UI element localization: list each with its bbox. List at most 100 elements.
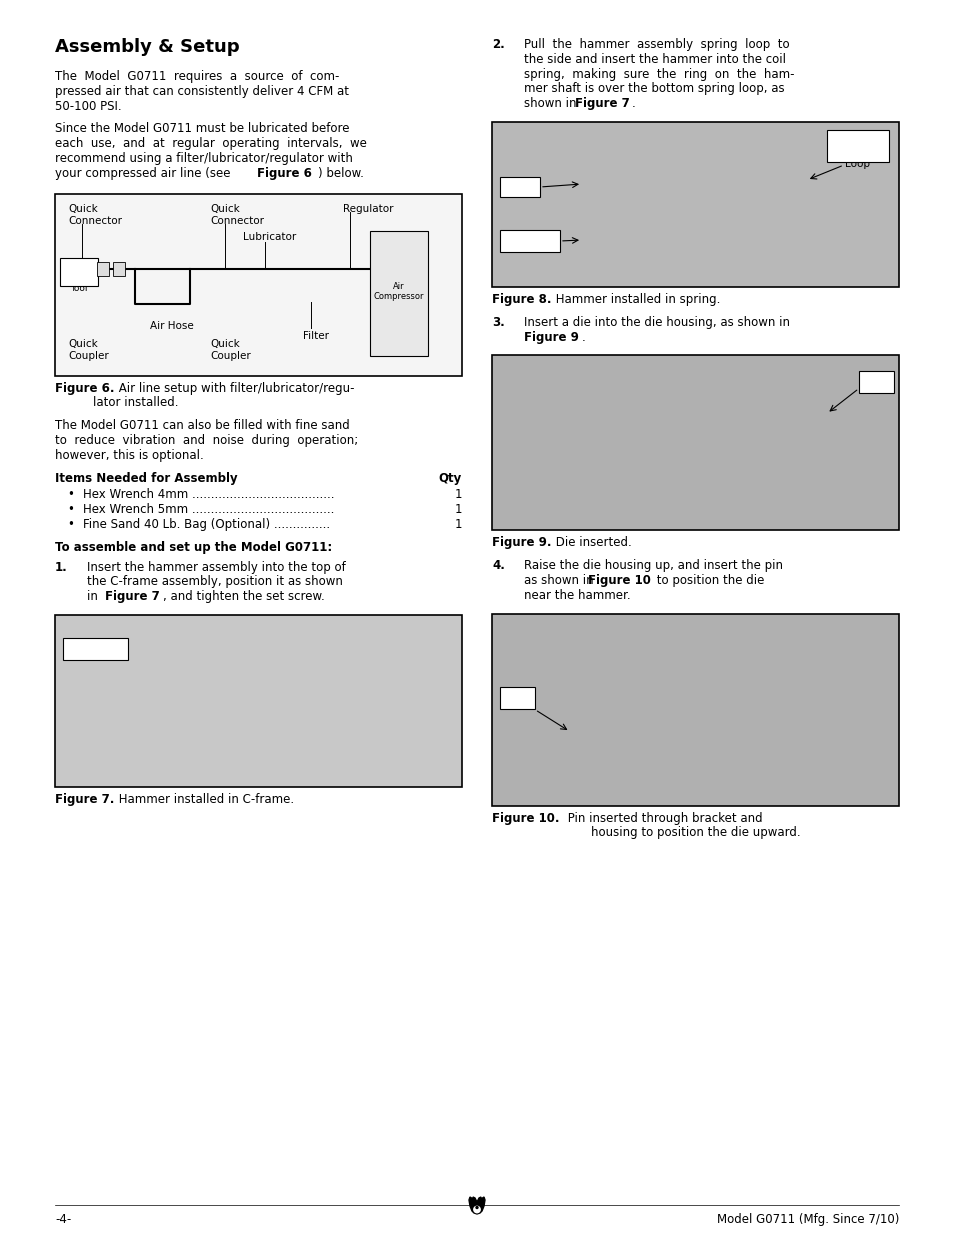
Text: near the hammer.: near the hammer. [523, 589, 630, 601]
Text: Air
Compressor: Air Compressor [374, 282, 424, 301]
Text: Pull  the  hammer  assembly  spring  loop  to: Pull the hammer assembly spring loop to [523, 38, 789, 51]
Text: the C-frame assembly, position it as shown: the C-frame assembly, position it as sho… [87, 576, 342, 588]
Circle shape [474, 1207, 479, 1213]
Text: Figure 6: Figure 6 [256, 167, 312, 180]
Text: Quick: Quick [68, 338, 97, 348]
Text: shown in: shown in [523, 98, 579, 110]
Text: Set Screw: Set Screw [69, 650, 121, 659]
Text: Fine Sand 40 Lb. Bag (Optional) ...............: Fine Sand 40 Lb. Bag (Optional) ........… [83, 517, 330, 531]
Text: Air Hose: Air Hose [150, 321, 193, 331]
Text: To assemble and set up the Model G0711:: To assemble and set up the Model G0711: [55, 541, 332, 553]
Text: The Model G0711 can also be filled with fine sand: The Model G0711 can also be filled with … [55, 419, 350, 432]
Text: •: • [67, 517, 73, 531]
Text: Die inserted.: Die inserted. [552, 536, 631, 550]
Bar [858, 372, 893, 394]
Polygon shape [469, 1197, 484, 1214]
Text: 1: 1 [454, 503, 461, 516]
Bar [97, 262, 109, 275]
Text: Hammer installed in spring.: Hammer installed in spring. [552, 293, 720, 306]
Text: as shown in: as shown in [523, 574, 597, 587]
Text: 3.: 3. [492, 316, 504, 329]
Text: Figure 9: Figure 9 [523, 331, 578, 343]
Text: Quick: Quick [210, 204, 239, 214]
Text: Insert the hammer assembly into the top of: Insert the hammer assembly into the top … [87, 561, 345, 573]
Text: spring,  making  sure  the  ring  on  the  ham-: spring, making sure the ring on the ham- [523, 68, 794, 80]
Text: lator installed.: lator installed. [92, 396, 178, 409]
Text: your compressed air line (see: your compressed air line (see [55, 167, 234, 180]
Text: .: . [631, 98, 635, 110]
Bar [55, 194, 461, 375]
Text: Insert a die into the die housing, as shown in: Insert a die into the die housing, as sh… [523, 316, 789, 329]
Text: to position the die: to position the die [652, 574, 763, 587]
Text: 50-100 PSI.: 50-100 PSI. [55, 100, 121, 112]
Text: 2.: 2. [492, 38, 504, 51]
Text: 1: 1 [454, 517, 461, 531]
Text: Coupler: Coupler [68, 351, 109, 361]
Text: Pin: Pin [509, 698, 524, 708]
Bar [826, 130, 888, 162]
Bar [499, 687, 535, 709]
Text: Figure 7.: Figure 7. [55, 793, 114, 806]
Text: housing to position the die upward.: housing to position the die upward. [590, 826, 800, 840]
Text: Figure 7: Figure 7 [575, 98, 629, 110]
Text: Model G0711 (Mfg. Since 7/10): Model G0711 (Mfg. Since 7/10) [716, 1213, 898, 1226]
Bar [492, 356, 898, 530]
Text: in: in [87, 590, 102, 603]
Text: Figure 8.: Figure 8. [492, 293, 551, 306]
Text: the side and insert the hammer into the coil: the side and insert the hammer into the … [523, 53, 785, 65]
Bar [55, 615, 461, 787]
Text: Filter: Filter [303, 331, 329, 341]
Text: Figure 10: Figure 10 [587, 574, 650, 587]
Text: however, this is optional.: however, this is optional. [55, 448, 204, 462]
Text: Since the Model G0711 must be lubricated before: Since the Model G0711 must be lubricated… [55, 122, 349, 136]
Text: Pin inserted through bracket and: Pin inserted through bracket and [563, 811, 761, 825]
Text: each  use,  and  at  regular  operating  intervals,  we: each use, and at regular operating inter… [55, 137, 367, 151]
Text: Tool: Tool [71, 284, 88, 293]
Text: The  Model  G0711  requires  a  source  of  com-: The Model G0711 requires a source of com… [55, 70, 339, 83]
Text: Ring: Ring [508, 186, 531, 198]
Text: •: • [67, 503, 73, 516]
Text: pressed air that can consistently deliver 4 CFM at: pressed air that can consistently delive… [55, 85, 349, 98]
Text: Hammer installed in C-frame.: Hammer installed in C-frame. [115, 793, 294, 806]
Text: Connector: Connector [68, 216, 122, 226]
Text: Connector: Connector [210, 216, 264, 226]
Bar [370, 231, 428, 356]
Bar [499, 230, 559, 252]
Text: Figure 6.: Figure 6. [55, 382, 114, 395]
Text: Your: Your [70, 273, 89, 282]
Text: Regulator: Regulator [343, 204, 393, 214]
Text: Qty: Qty [438, 472, 461, 484]
Text: -4-: -4- [55, 1213, 71, 1226]
Text: .: . [581, 331, 585, 343]
Bar [492, 122, 898, 287]
Text: Hex Wrench 4mm ......................................: Hex Wrench 4mm .........................… [83, 488, 335, 501]
Text: Figure 10.: Figure 10. [492, 811, 558, 825]
Text: •: • [67, 488, 73, 501]
Circle shape [476, 1207, 477, 1209]
Bar [63, 638, 128, 659]
Text: 1.: 1. [55, 561, 68, 573]
Text: Assembly & Setup: Assembly & Setup [55, 38, 239, 56]
Text: Die: Die [867, 383, 884, 393]
Bar [499, 177, 539, 198]
Text: Spring: Spring [841, 149, 874, 159]
Bar [492, 614, 898, 805]
Text: 1: 1 [454, 488, 461, 501]
Text: Hex Wrench 5mm ......................................: Hex Wrench 5mm .........................… [83, 503, 334, 516]
Text: , and tighten the set screw.: , and tighten the set screw. [163, 590, 324, 603]
Bar [60, 258, 98, 285]
Text: Loop: Loop [844, 159, 869, 169]
Text: Air line setup with filter/lubricator/regu-: Air line setup with filter/lubricator/re… [115, 382, 355, 395]
Text: to  reduce  vibration  and  noise  during  operation;: to reduce vibration and noise during ope… [55, 433, 358, 447]
Text: ) below.: ) below. [317, 167, 363, 180]
Text: mer shaft is over the bottom spring loop, as: mer shaft is over the bottom spring loop… [523, 83, 783, 95]
Text: Raise the die housing up, and insert the pin: Raise the die housing up, and insert the… [523, 559, 782, 572]
Text: Coupler: Coupler [210, 351, 251, 361]
Text: recommend using a filter/lubricator/regulator with: recommend using a filter/lubricator/regu… [55, 152, 353, 165]
Text: Quick: Quick [210, 338, 239, 348]
Bar [112, 262, 125, 275]
Text: Figure 7: Figure 7 [105, 590, 159, 603]
Text: Hammer: Hammer [507, 241, 552, 251]
Text: Figure 9.: Figure 9. [492, 536, 551, 550]
Text: Quick: Quick [68, 204, 97, 214]
